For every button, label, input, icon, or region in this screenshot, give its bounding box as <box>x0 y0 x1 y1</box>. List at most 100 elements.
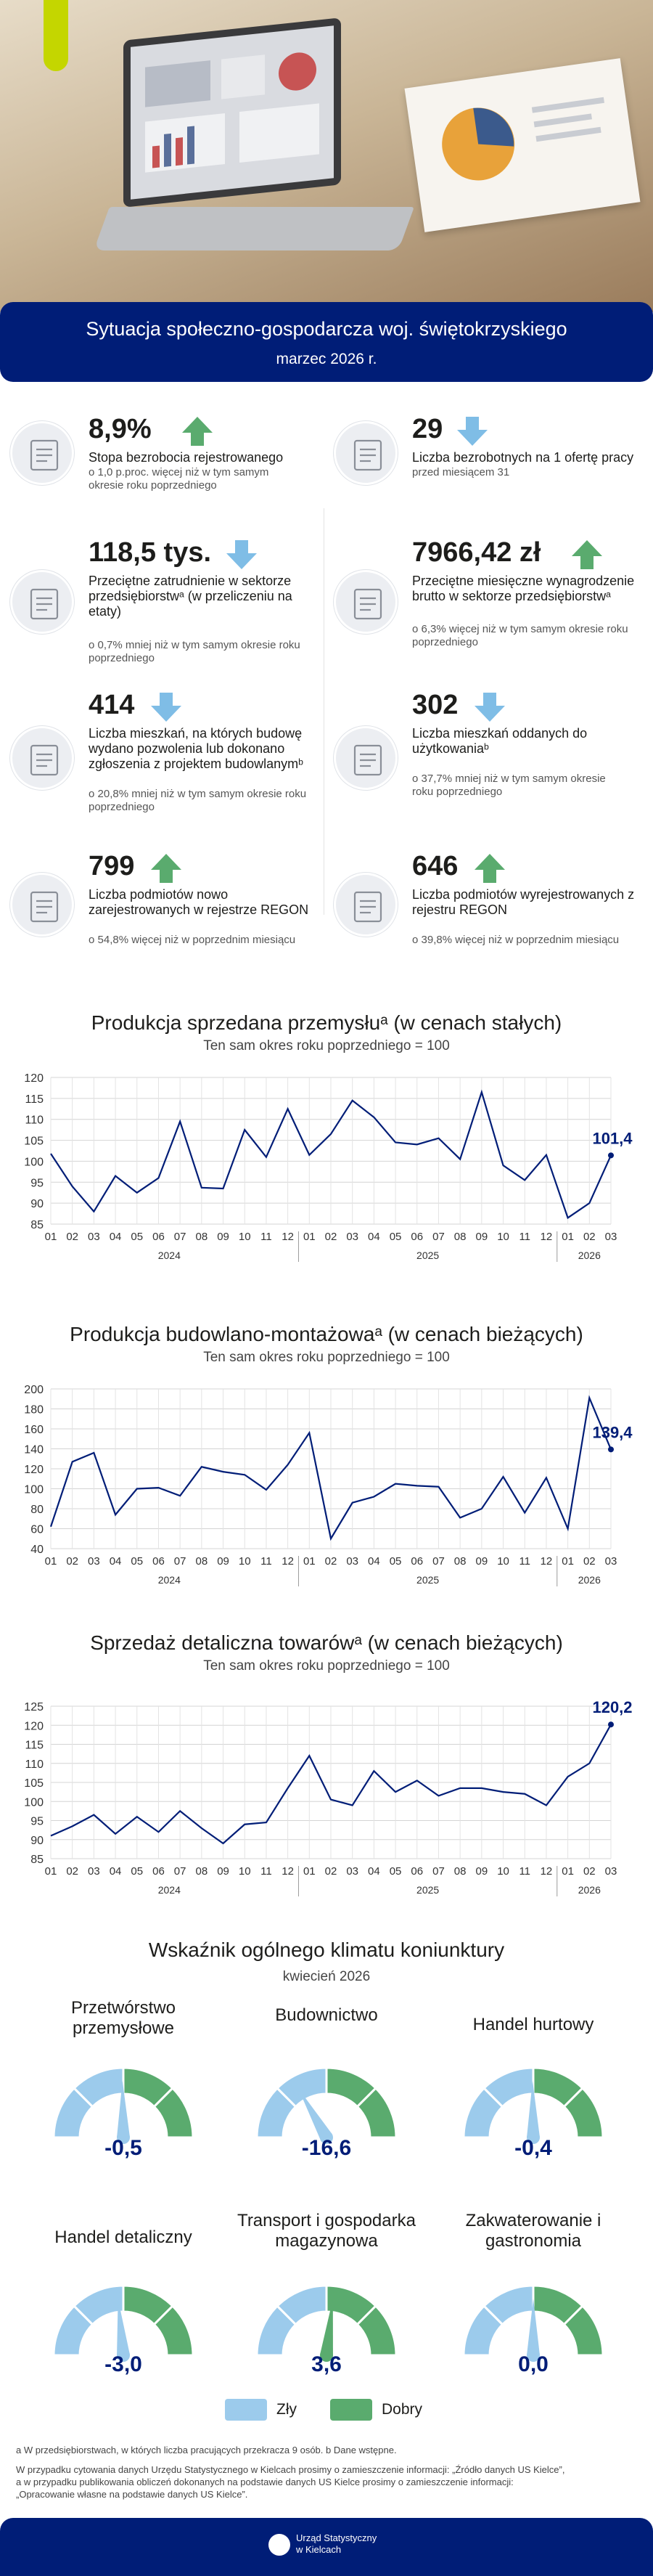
year-label: 2026 <box>578 1574 601 1586</box>
indicator-note: o 20,8% mniej niż w tym samym okresie ro… <box>89 788 307 813</box>
x-tick-label: 01 <box>562 1555 574 1568</box>
y-tick-label: 40 <box>30 1544 44 1556</box>
x-tick-label: 01 <box>303 1865 316 1878</box>
chart-construction-output: 40 60 80 100 120 140 160 180 200 139,4 01 02 03 04 05 0… <box>24 1384 633 1586</box>
page-period: marzec 2026 r. <box>276 351 377 367</box>
x-tick-label: 06 <box>411 1865 423 1878</box>
arrow-up-icon <box>181 415 214 451</box>
indicator-value: 7966,42 zł <box>412 537 541 568</box>
year-label: 2026 <box>578 1250 601 1261</box>
x-tick-label: 02 <box>66 1231 78 1243</box>
y-tick-label: 95 <box>30 1177 44 1189</box>
x-tick-label: 07 <box>432 1865 445 1878</box>
year-label: 2024 <box>158 1574 181 1586</box>
y-tick-label: 180 <box>24 1404 44 1417</box>
x-tick-label: 02 <box>66 1555 78 1568</box>
deregister-icon <box>334 873 398 937</box>
y-tick-label: 105 <box>24 1136 44 1148</box>
chart-subtitle: Ten sam okres roku poprzedniego = 100 <box>203 1350 450 1365</box>
y-tick-label: 80 <box>30 1504 44 1516</box>
x-tick-label: 09 <box>476 1555 488 1568</box>
header-banner: Sytuacja społeczno-gospodarcza woj. świę… <box>0 302 653 382</box>
gauge-title: Zakwaterowanie i gastronomia <box>465 2211 601 2251</box>
x-tick-label: 09 <box>217 1231 229 1243</box>
salary-icon <box>334 570 398 634</box>
footnote: W przypadku cytowania danych Urzędu Stat… <box>16 2464 565 2475</box>
gauge-needle-hub <box>527 2131 540 2144</box>
gauge-good-segment <box>562 2086 604 2139</box>
x-tick-label: 05 <box>131 1865 143 1878</box>
gauge-needle <box>527 2299 540 2355</box>
x-tick-label: 05 <box>390 1231 402 1243</box>
y-tick-label: 100 <box>24 1156 44 1168</box>
year-label: 2026 <box>578 1884 601 1896</box>
y-tick-label: 160 <box>24 1424 44 1436</box>
arrow-down-icon <box>225 539 258 574</box>
arrow-down-icon <box>149 691 183 727</box>
gauge-value: -16,6 <box>301 2136 352 2160</box>
x-tick-label: 04 <box>110 1865 122 1878</box>
page-title: Sytuacja społeczno-gospodarcza woj. świę… <box>86 318 567 340</box>
indicator-label: Liczba mieszkań oddanych do użytkowaniaᵇ <box>412 726 588 756</box>
indicator-label: Stopa bezrobocia rejestrowanego <box>89 450 284 465</box>
arrow-down-icon <box>473 691 506 727</box>
year-label: 2024 <box>158 1884 181 1896</box>
x-tick-label: 05 <box>390 1865 402 1878</box>
legend-good-swatch <box>330 2399 372 2421</box>
x-tick-label: 12 <box>541 1865 553 1878</box>
gauge <box>461 2062 606 2149</box>
last-point <box>608 1721 614 1728</box>
gauge-title: Budownictwo <box>275 2005 378 2025</box>
footnote: „Opracowanie własne na podstawie danych … <box>16 2489 248 2500</box>
x-tick-label: 12 <box>541 1231 553 1243</box>
x-tick-label: 03 <box>88 1555 100 1568</box>
indicator-label: Przeciętne miesięczne wynagrodzenie brut… <box>412 574 635 603</box>
x-tick-label: 08 <box>454 1555 467 1568</box>
gauge-needle <box>298 2088 332 2141</box>
x-tick-label: 03 <box>346 1555 358 1568</box>
y-tick-label: 90 <box>30 1198 44 1210</box>
year-label: 2025 <box>416 1574 439 1586</box>
x-tick-label: 11 <box>260 1865 272 1878</box>
y-tick-label: 60 <box>30 1524 44 1536</box>
gauge-title: Handel hurtowy <box>472 2015 594 2034</box>
x-tick-label: 07 <box>174 1231 186 1243</box>
gauge <box>51 2280 196 2367</box>
x-tick-label: 11 <box>519 1231 530 1243</box>
x-tick-label: 10 <box>239 1231 251 1243</box>
x-tick-label: 04 <box>368 1865 380 1878</box>
footer-org: Urząd Statystyczny w Kielcach <box>296 2532 377 2556</box>
legend-bad-swatch <box>225 2399 267 2421</box>
x-tick-label: 07 <box>174 1865 186 1878</box>
x-tick-label: 12 <box>541 1555 553 1568</box>
x-tick-label: 01 <box>303 1555 316 1568</box>
indicator-label: Liczba bezrobotnych na 1 ofertę pracy <box>412 450 634 465</box>
indicator-value: 799 <box>89 851 135 881</box>
x-tick-label: 11 <box>260 1555 272 1568</box>
gauge-needle <box>117 2081 130 2138</box>
y-tick-label: 120 <box>24 1720 44 1732</box>
x-tick-label: 04 <box>110 1555 122 1568</box>
arrow-down-icon <box>456 415 489 451</box>
gauge-needle-hub <box>320 2131 333 2144</box>
indicator-value: 8,9% <box>89 414 152 444</box>
gauge-needle-hub <box>320 2349 333 2362</box>
x-tick-label: 08 <box>196 1865 208 1878</box>
x-tick-label: 07 <box>174 1555 186 1568</box>
gauge-needle-hub <box>117 2349 130 2362</box>
house-icon <box>334 726 398 790</box>
x-tick-label: 05 <box>131 1231 143 1243</box>
last-point <box>608 1152 614 1159</box>
y-tick-label: 110 <box>25 1758 44 1771</box>
x-tick-label: 03 <box>88 1231 100 1243</box>
data-label-last: 139,4 <box>592 1423 633 1441</box>
year-label: 2024 <box>158 1250 181 1261</box>
x-tick-label: 01 <box>45 1231 57 1243</box>
gauge <box>254 2062 399 2149</box>
y-tick-label: 115 <box>25 1093 44 1106</box>
gauge-value: 3,6 <box>311 2352 342 2376</box>
gauge-value: 0,0 <box>518 2352 549 2376</box>
gauge-needle <box>527 2081 540 2138</box>
